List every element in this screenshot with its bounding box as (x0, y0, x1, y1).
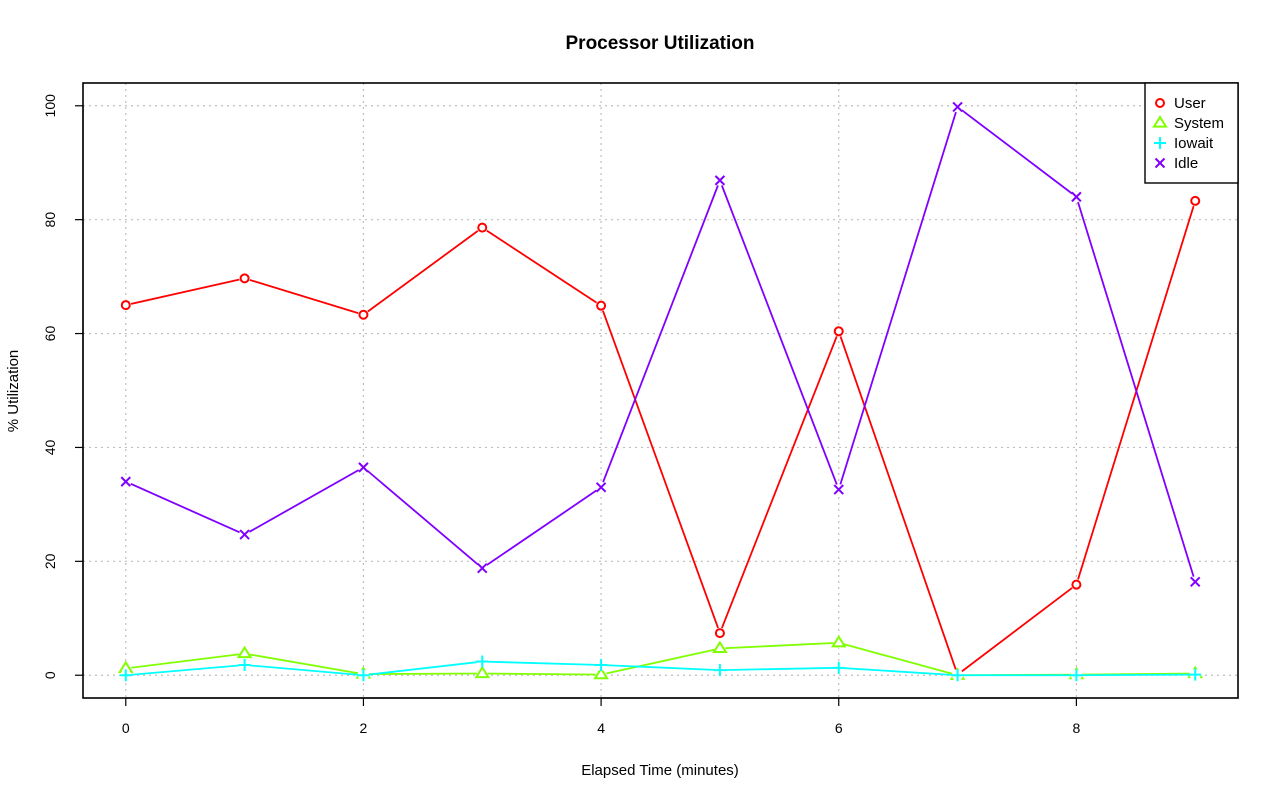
data-point-idle (595, 482, 607, 493)
data-point-idle (120, 476, 131, 487)
data-point-iowait (238, 658, 251, 671)
data-point-iowait (357, 669, 370, 682)
data-point-idle (1071, 191, 1082, 203)
data-point-user (1071, 579, 1082, 590)
data-point-idle (477, 562, 488, 574)
data-point-iowait (595, 658, 608, 671)
series-line-iowait (125, 660, 1196, 677)
y-tick-label: 40 (42, 439, 58, 455)
x-tick-label: 6 (835, 720, 843, 736)
data-point-iowait (476, 655, 489, 668)
legend-label: System (1174, 115, 1224, 132)
x-tick-label: 2 (360, 720, 368, 736)
legend-label: Iowait (1174, 135, 1214, 152)
legend-item-user: User (1155, 95, 1206, 112)
y-tick-label: 100 (42, 94, 58, 118)
data-point-user (596, 300, 607, 311)
legend-item-system: System (1152, 115, 1224, 132)
data-point-iowait (951, 669, 964, 682)
chart-title: Processor Utilization (566, 33, 755, 54)
x-tick-label: 8 (1072, 720, 1080, 736)
legend-marker-user (1155, 98, 1165, 108)
data-point-system (236, 645, 253, 659)
series-system (117, 634, 1204, 681)
legend-label: Idle (1174, 155, 1198, 172)
data-point-system (712, 640, 728, 654)
data-point-iowait (119, 669, 132, 682)
data-point-iowait (713, 664, 726, 677)
data-point-user (1190, 195, 1201, 206)
data-point-user (239, 273, 250, 284)
x-axis: 0 2 4 6 8 (122, 697, 1080, 736)
y-axis: 0 20 40 60 80 100 (42, 94, 84, 679)
data-point-system (474, 665, 491, 679)
legend-item-idle: Idle (1154, 155, 1198, 172)
data-point-iowait (832, 661, 845, 674)
series-idle (120, 101, 1201, 588)
data-point-user (358, 309, 369, 320)
grid-lines (83, 83, 1238, 698)
legend-label: User (1174, 95, 1206, 112)
data-point-system (593, 666, 609, 680)
data-point-idle (952, 101, 963, 113)
legend-item-iowait: Iowait (1154, 135, 1214, 152)
y-tick-label: 0 (42, 671, 58, 679)
y-tick-label: 20 (42, 553, 58, 569)
data-point-idle (714, 175, 726, 186)
data-point-system (830, 634, 847, 648)
data-point-user (120, 300, 131, 311)
series-line-idle (125, 106, 1197, 583)
legend-marker-system (1152, 115, 1168, 128)
data-point-idle (1190, 576, 1201, 588)
data-point-idle (833, 484, 844, 495)
legend-marker-iowait (1154, 137, 1166, 149)
plot-frame (82, 82, 1239, 699)
data-point-iowait (1189, 668, 1202, 681)
legend-marker-idle (1154, 157, 1166, 169)
y-axis-label: % Utilization (5, 350, 22, 433)
series-user (120, 195, 1201, 681)
y-tick-label: 80 (42, 212, 58, 228)
data-series (117, 101, 1204, 682)
series-line-user (125, 200, 1197, 676)
legend: User System Iowait Idle (1144, 82, 1239, 184)
data-point-user (714, 628, 725, 639)
data-point-idle (358, 462, 369, 473)
data-point-user (477, 222, 488, 233)
data-point-user (833, 326, 844, 337)
data-point-idle (239, 529, 250, 540)
x-axis-label: Elapsed Time (minutes) (581, 762, 739, 779)
series-iowait (119, 655, 1202, 682)
x-tick-label: 4 (597, 720, 605, 736)
data-point-iowait (1070, 669, 1083, 682)
series-line-system (125, 641, 1196, 677)
x-tick-label: 0 (122, 720, 130, 736)
y-tick-label: 60 (42, 326, 58, 342)
